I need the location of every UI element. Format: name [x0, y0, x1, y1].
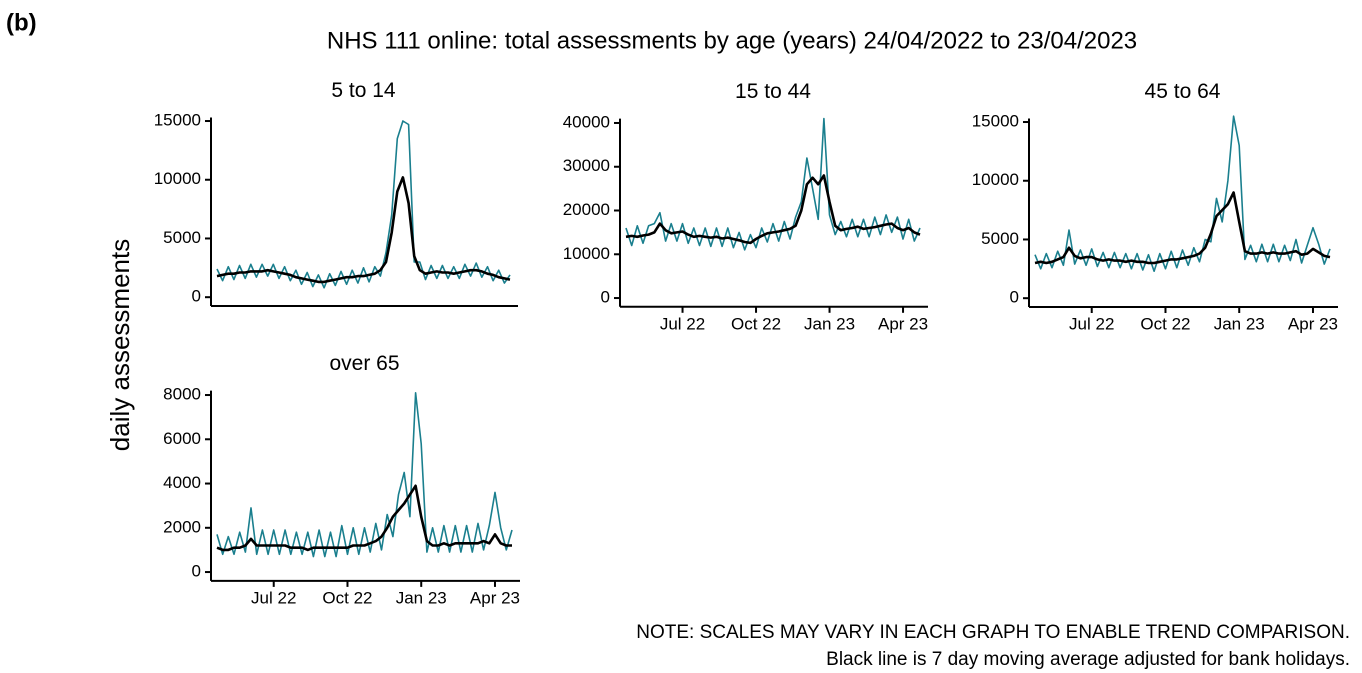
y-axis-label: daily assessments [105, 239, 135, 451]
series-line [625, 174, 921, 245]
x-tick-label: Apr 23 [1288, 314, 1338, 333]
y-tick-label: 30000 [563, 156, 610, 175]
chart-title: NHS 111 online: total assessments by age… [327, 27, 1137, 54]
x-tick-label: Oct 22 [731, 314, 781, 333]
x-tick-label: Jan 23 [804, 314, 855, 333]
y-tick-label: 15000 [972, 112, 1019, 131]
note: Black line is 7 day moving average adjus… [826, 649, 1350, 670]
y-tick-label: 5000 [163, 228, 201, 247]
y-tick-label: 6000 [163, 429, 201, 448]
series-line [216, 484, 512, 552]
y-tick-label: 2000 [163, 517, 201, 536]
y-tick-label: 10000 [563, 244, 610, 263]
series-line [216, 176, 511, 284]
y-tick-label: 15000 [154, 111, 201, 130]
panel-title: 5 to 14 [331, 79, 396, 102]
panel-title: 45 to 64 [1145, 80, 1221, 103]
x-tick-label: Jan 23 [396, 588, 447, 607]
x-tick-label: Apr 23 [878, 314, 928, 333]
series-line [216, 392, 513, 558]
x-tick-label: Jul 22 [660, 314, 705, 333]
y-tick-label: 0 [192, 287, 201, 306]
panel-title: 15 to 44 [735, 80, 811, 103]
y-tick-label: 8000 [163, 385, 201, 404]
y-tick-label: 10000 [972, 170, 1019, 189]
panel-title: over 65 [329, 352, 399, 375]
y-tick-label: 20000 [563, 200, 610, 219]
y-tick-label: 40000 [563, 112, 610, 131]
x-tick-label: Jul 22 [251, 588, 296, 607]
series-line [1034, 115, 1331, 272]
series-line [625, 117, 921, 251]
series-line [1034, 191, 1331, 265]
y-tick-label: 0 [192, 562, 201, 581]
x-tick-label: Jan 23 [1214, 314, 1265, 333]
y-tick-label: 0 [601, 288, 610, 307]
x-tick-label: Jul 22 [1069, 314, 1114, 333]
y-tick-label: 5000 [981, 229, 1019, 248]
panel-label: (b) [6, 9, 37, 36]
note: NOTE: SCALES MAY VARY IN EACH GRAPH TO E… [636, 622, 1350, 643]
y-tick-label: 10000 [154, 169, 201, 188]
y-tick-label: 0 [1010, 288, 1019, 307]
series-line [216, 120, 511, 289]
x-tick-label: Oct 22 [1140, 314, 1190, 333]
y-tick-label: 4000 [163, 473, 201, 492]
x-tick-label: Oct 22 [322, 588, 372, 607]
x-tick-label: Apr 23 [470, 588, 520, 607]
